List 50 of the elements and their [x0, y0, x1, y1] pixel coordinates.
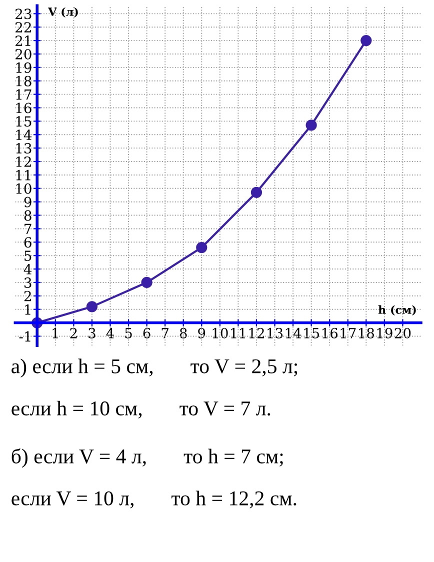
x-tick-label: 15 [304, 328, 320, 338]
y-tick-label: 6 [24, 237, 32, 248]
y-tick-label: 8 [24, 210, 32, 221]
x-tick-label: 1 [52, 328, 58, 338]
y-tick-label: 18 [16, 76, 32, 86]
y-tick-label: 2 [24, 290, 31, 302]
y-tick-label: 11 [16, 170, 30, 180]
y-tick-label: 17 [16, 89, 32, 100]
y-tick-label: 23 [16, 8, 32, 20]
text: если V = 10 л, то h = 12,2 см. [12, 490, 296, 508]
text: если h = 10 см, то V = 7 л. [12, 400, 270, 418]
y-tick-label: 7 [24, 224, 32, 234]
y-tick-label: 19 [16, 62, 32, 73]
y-tick-label: 22 [16, 22, 31, 32]
y-tick-label: 14 [16, 130, 32, 140]
x-tick-label: 11 [231, 328, 246, 338]
x-tick-label: 19 [377, 328, 392, 338]
x-tick-label: 2 [70, 328, 77, 338]
y-tick-label: -1 [19, 331, 30, 342]
x-axis-title: h (см) [378, 305, 416, 316]
x-tick-label: 13 [268, 328, 283, 338]
y-tick-label: 3 [24, 277, 32, 288]
x-tick-label: 6 [143, 328, 150, 338]
x-tick-label: 18 [359, 328, 374, 338]
y-tick-label: 4 [24, 264, 32, 274]
x-tick-label: 9 [198, 328, 206, 338]
y-axis-title: V (л) [48, 7, 78, 18]
x-tick-label: 12 [249, 328, 264, 338]
x-tick-label: 10 [212, 328, 228, 338]
x-tick-label: 7 [162, 328, 168, 338]
x-tick-label: 5 [125, 328, 132, 338]
y-tick-label: 12 [16, 156, 31, 167]
y-tick-label: 10 [16, 183, 32, 194]
y-tick-label: 20 [16, 48, 32, 60]
x-tick-label: 3 [88, 328, 96, 338]
y-tick-label: 16 [16, 102, 32, 114]
y-tick-label: 15 [16, 116, 32, 127]
text: а) если h = 5 см, то V = 2,5 л; [12, 358, 298, 378]
text: б) если V = 4 л, то h = 7 см; [12, 448, 283, 468]
x-tick-label: 20 [394, 328, 411, 338]
y-tick-label: 1 [25, 304, 30, 315]
y-tick-label: 5 [24, 250, 32, 262]
x-tick-label: 8 [180, 328, 187, 338]
y-tick-label: 9 [24, 196, 32, 208]
x-tick-label: 17 [340, 328, 356, 338]
x-tick-label: 16 [322, 328, 338, 338]
x-tick-label: 14 [286, 328, 302, 338]
y-tick-label: 13 [16, 143, 32, 154]
x-tick-label: 4 [106, 328, 114, 338]
y-tick-label: 21 [16, 36, 30, 46]
